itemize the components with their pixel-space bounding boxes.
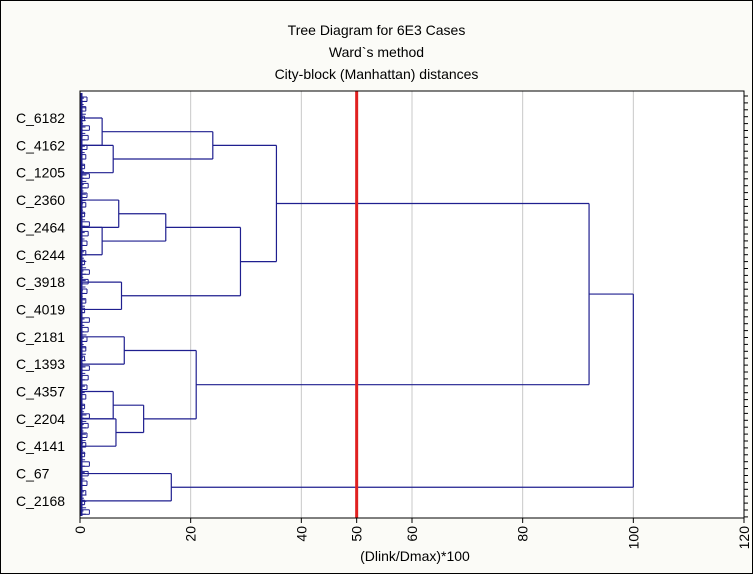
x-tick-label: 0: [72, 526, 88, 534]
chart-titles: Tree Diagram for 6E3 Cases Ward`s method…: [0, 19, 753, 85]
x-tick-label: 60: [404, 526, 420, 542]
x-tick-label: 20: [183, 526, 199, 542]
chart-subtitle-method: Ward`s method: [328, 44, 425, 60]
y-tick-label: C_3918: [16, 274, 65, 290]
y-tick-label: C_4019: [16, 301, 65, 317]
y-tick-label: C_4141: [16, 438, 65, 454]
x-tick-label: 120: [736, 526, 752, 550]
y-tick-label: C_2464: [16, 219, 65, 235]
y-tick-label: C_6182: [16, 110, 65, 126]
y-tick-label: C_1393: [16, 356, 65, 372]
y-tick-label: C_1205: [16, 165, 65, 181]
x-tick-label: 80: [515, 526, 531, 542]
x-tick-label: 40: [293, 526, 309, 542]
y-tick-label: C_6244: [16, 247, 65, 263]
y-tick-label: C_4162: [16, 137, 65, 153]
x-axis-label: (Dlink/Dmax)*100: [360, 548, 470, 564]
y-tick-label: C_4357: [16, 384, 65, 400]
y-tick-label: C_2168: [16, 493, 65, 509]
y-tick-label: C_67: [16, 466, 50, 482]
chart-subtitle-distance: City-block (Manhattan) distances: [274, 66, 479, 82]
y-tick-label: C_2181: [16, 329, 65, 345]
y-tick-label: C_2360: [16, 192, 65, 208]
chart-title: Tree Diagram for 6E3 Cases: [287, 22, 466, 38]
y-tick-label: C_2204: [16, 411, 65, 427]
x-tick-label: 100: [625, 526, 641, 550]
x-tick-label: 50: [349, 526, 365, 542]
